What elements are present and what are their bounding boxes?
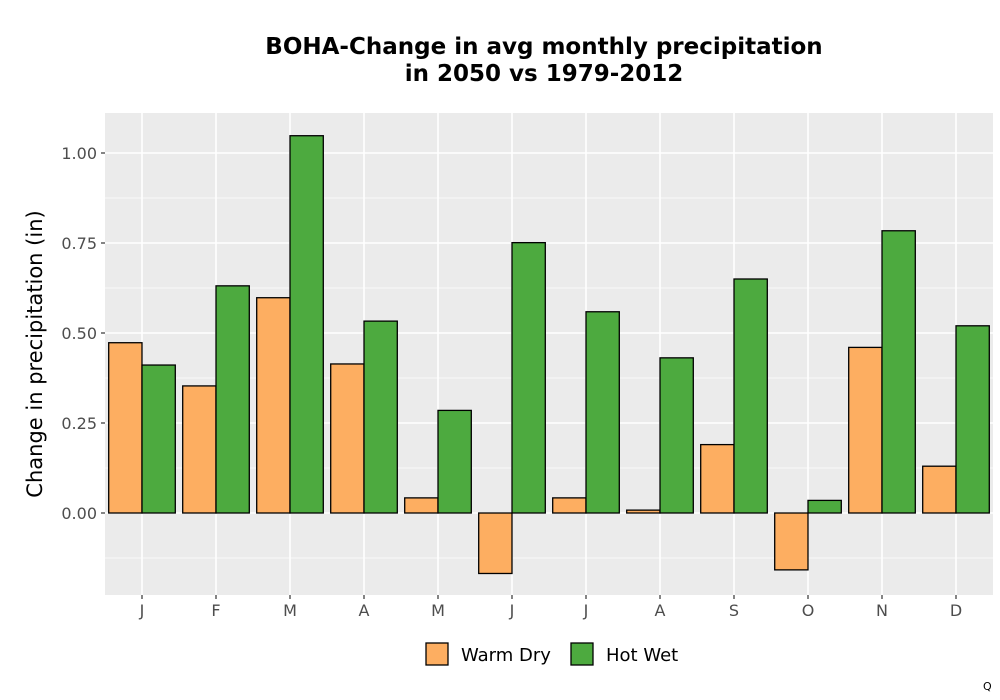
bar-warm-dry (478, 512, 513, 575)
x-tick-label: J (139, 601, 145, 620)
chart-title-line-2: in 2050 vs 1979-2012 (405, 61, 684, 87)
y-axis: 0.00 0.25 0.50 0.75 1.00 (61, 144, 105, 523)
x-tick-label: D (950, 601, 962, 620)
corner-mark: Q (983, 680, 992, 693)
bar-hot-wet (511, 241, 546, 514)
x-tick-label: A (655, 601, 666, 620)
y-tick-label: 0.00 (61, 504, 97, 523)
x-tick-label: M (283, 601, 297, 620)
bars (108, 135, 990, 575)
bar-warm-dry (330, 363, 365, 514)
bar-warm-dry (182, 385, 217, 514)
bar-hot-wet (733, 278, 768, 514)
bar-hot-wet (141, 364, 176, 514)
x-tick-label: N (876, 601, 888, 620)
bar-warm-dry (108, 342, 143, 514)
bar-hot-wet (659, 357, 694, 514)
legend-key-hot-wet (570, 642, 594, 666)
x-tick-label: M (431, 601, 445, 620)
bar-warm-dry (848, 346, 883, 514)
bar-hot-wet (215, 285, 250, 514)
bar-hot-wet (807, 499, 842, 514)
legend-label-warm-dry: Warm Dry (461, 645, 551, 666)
bar-warm-dry (256, 297, 291, 514)
bar-warm-dry (774, 512, 809, 571)
bar-warm-dry (700, 443, 735, 514)
x-tick-label: S (729, 601, 739, 620)
x-tick-label: J (583, 601, 589, 620)
chart-title-line-1: BOHA-Change in avg monthly precipitation (265, 34, 822, 60)
legend-label-hot-wet: Hot Wet (606, 645, 678, 666)
bar-warm-dry (922, 465, 957, 514)
y-tick-label: 0.25 (61, 414, 97, 433)
x-tick-label: F (211, 601, 220, 620)
y-tick-label: 1.00 (61, 144, 97, 163)
bar-hot-wet (437, 409, 472, 514)
y-axis-title: Change in precipitation (in) (23, 210, 47, 497)
x-tick-label: A (359, 601, 370, 620)
y-tick-label: 0.75 (61, 234, 97, 253)
bar-warm-dry (552, 497, 587, 514)
bar-hot-wet (289, 135, 324, 514)
bar-warm-dry (626, 509, 661, 514)
bar-hot-wet (585, 311, 620, 514)
bar-hot-wet (363, 320, 398, 514)
x-tick-label: J (509, 601, 515, 620)
bar-warm-dry (404, 497, 439, 514)
bar-hot-wet (881, 230, 916, 514)
bar-hot-wet (955, 325, 990, 514)
x-tick-label: O (802, 601, 815, 620)
plot-panel (105, 113, 993, 595)
y-tick-label: 0.50 (61, 324, 97, 343)
legend: Warm Dry Hot Wet (425, 642, 678, 666)
chart-title: BOHA-Change in avg monthly precipitation… (265, 34, 822, 87)
legend-key-warm-dry (425, 642, 449, 666)
